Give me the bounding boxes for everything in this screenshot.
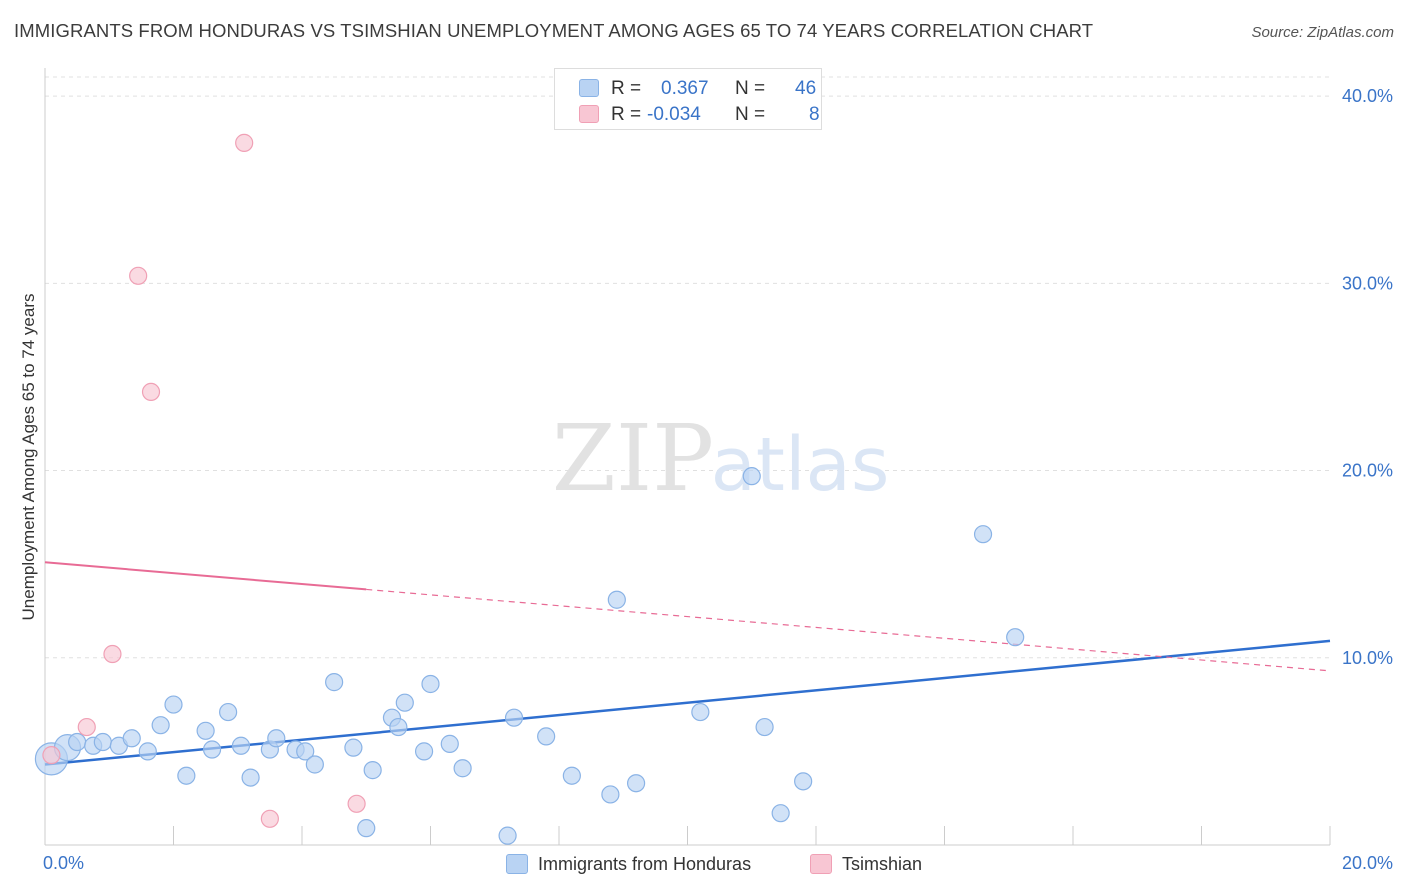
point-tsimshian	[103, 644, 122, 664]
point-honduras	[267, 729, 286, 748]
y-tick-label: 20.0%	[1342, 461, 1393, 481]
point-honduras	[771, 804, 790, 823]
point-honduras	[122, 729, 141, 748]
point-honduras	[414, 742, 434, 761]
point-honduras	[357, 819, 376, 838]
legend-r-label: R =	[611, 78, 642, 99]
point-tsimshian	[77, 717, 96, 737]
point-honduras	[344, 738, 363, 757]
trend-line-honduras	[44, 639, 1331, 766]
point-tsimshian	[347, 794, 366, 813]
point-honduras	[973, 525, 993, 544]
point-honduras	[607, 590, 626, 609]
point-honduras	[363, 761, 382, 780]
point-honduras	[395, 693, 414, 712]
point-honduras	[389, 717, 408, 737]
point-honduras	[241, 768, 260, 787]
point-honduras	[601, 785, 620, 804]
point-honduras	[202, 740, 222, 759]
point-honduras	[305, 755, 324, 774]
trend-line-tsimshian-dashed	[366, 588, 1331, 672]
point-honduras	[440, 734, 459, 753]
point-honduras	[794, 772, 813, 791]
point-tsimshian	[260, 809, 279, 828]
watermark-zip: ZIP	[552, 405, 714, 512]
point-honduras	[1006, 628, 1025, 647]
point-honduras	[138, 742, 157, 761]
point-tsimshian	[141, 382, 161, 402]
point-honduras	[93, 732, 112, 752]
point-honduras	[231, 736, 251, 755]
bottom-legend-swatch-tsimshian	[810, 854, 832, 874]
y-tick-label: 10.0%	[1342, 648, 1393, 668]
point-honduras	[626, 774, 646, 793]
point-honduras	[537, 727, 556, 746]
point-honduras	[177, 766, 196, 785]
legend-r-value: 0.367	[661, 78, 709, 99]
legend-n-value: 46	[795, 78, 817, 99]
legend-n-value: 8	[809, 104, 820, 125]
bottom-legend-swatch-honduras	[506, 854, 528, 874]
point-honduras	[453, 759, 472, 778]
y-tick-label: 30.0%	[1342, 273, 1393, 293]
point-honduras	[151, 716, 170, 735]
legend-swatch-honduras	[579, 79, 599, 97]
point-honduras	[504, 708, 524, 727]
bottom-legend-label-tsimshian: Tsimshian	[842, 854, 923, 874]
point-honduras	[755, 717, 774, 737]
x-tick-label: 20.0%	[1342, 853, 1393, 873]
trend-line-tsimshian-solid	[44, 561, 367, 591]
x-tick-label: 0.0%	[43, 853, 84, 873]
source-credit: Source: ZipAtlas.com	[1251, 24, 1394, 41]
point-honduras	[196, 721, 215, 740]
point-honduras	[742, 467, 761, 486]
point-honduras	[562, 766, 581, 785]
point-tsimshian	[129, 266, 148, 285]
point-honduras	[691, 702, 710, 722]
trend-lines	[44, 561, 1331, 766]
point-honduras	[498, 826, 517, 845]
point-honduras	[219, 702, 238, 722]
watermark-atlas: atlas	[711, 422, 890, 508]
axes	[44, 68, 1331, 846]
legend-n-label: N =	[735, 78, 766, 99]
point-honduras	[296, 742, 315, 761]
legend-box: R = 0.367 N = 46 R = -0.034 N = 8	[554, 68, 822, 130]
legend-n-label: N =	[735, 104, 766, 125]
point-honduras	[421, 674, 440, 694]
legend-r-value: -0.034	[647, 104, 701, 125]
tick-labels: 10.0% 20.0% 30.0% 40.0% 0.0% 20.0%	[43, 86, 1393, 873]
legend-swatch-tsimshian	[579, 105, 599, 123]
legend-r-label: R =	[611, 104, 642, 125]
point-honduras	[325, 673, 344, 692]
watermark: ZIP atlas	[552, 405, 890, 512]
bottom-legend-label-honduras: Immigrants from Honduras	[538, 854, 752, 874]
point-honduras	[164, 695, 183, 714]
point-honduras	[68, 732, 87, 752]
data-points	[34, 133, 1025, 845]
gridlines	[45, 76, 1330, 659]
point-tsimshian	[42, 746, 61, 765]
point-tsimshian	[235, 133, 254, 152]
chart-title: IMMIGRANTS FROM HONDURAS VS TSIMSHIAN UN…	[14, 20, 1094, 41]
y-tick-label: 40.0%	[1342, 86, 1393, 106]
